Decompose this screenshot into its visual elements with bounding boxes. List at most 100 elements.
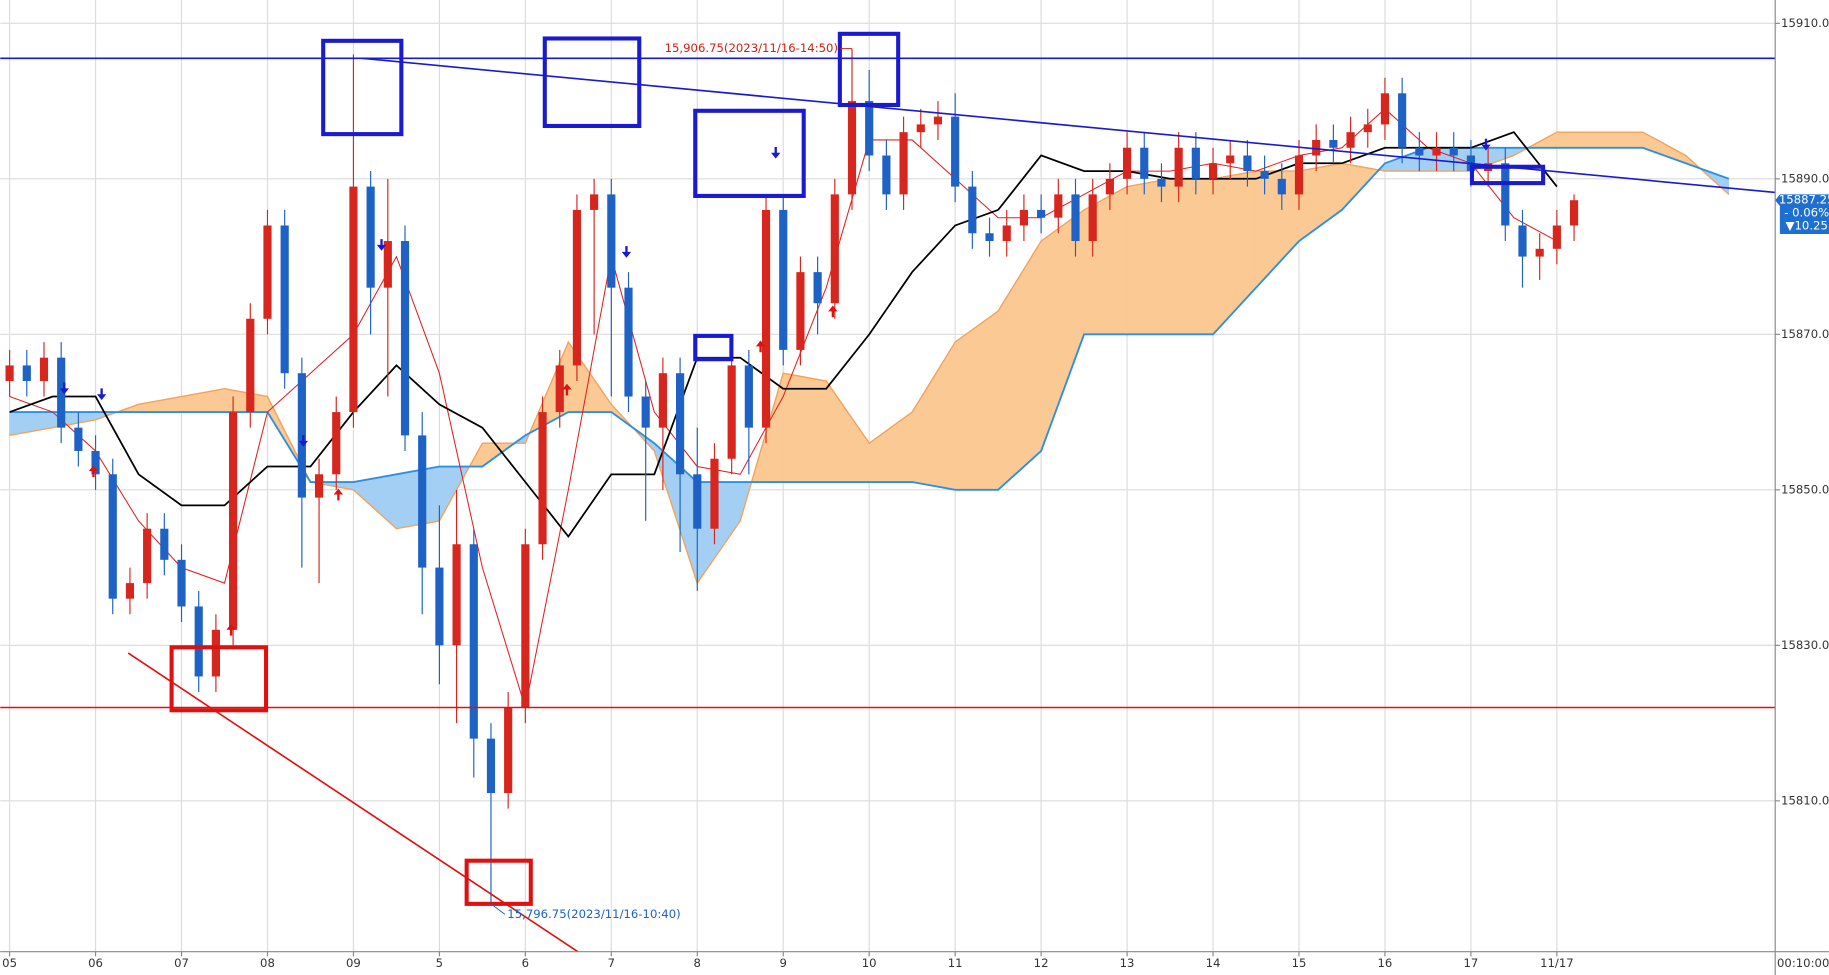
x-tick-label: 7 — [608, 956, 615, 970]
interval-label: 00:10:00 — [1777, 956, 1829, 970]
candle-body — [538, 412, 547, 545]
candle-body — [177, 559, 186, 607]
candle-body — [160, 528, 169, 560]
candle-body — [572, 209, 582, 366]
candle-body — [744, 365, 753, 428]
candle-body — [882, 155, 891, 195]
candle-body — [1569, 200, 1579, 226]
box — [837, 31, 901, 108]
x-tick-label: 15 — [1292, 956, 1307, 970]
candle-body — [985, 233, 994, 242]
candle-body — [1157, 178, 1166, 187]
candle-body — [1432, 147, 1441, 156]
candle-body — [349, 186, 358, 413]
sell-signal — [96, 388, 107, 401]
buy-signal — [226, 623, 236, 636]
candle-body — [22, 365, 31, 381]
candle-body — [74, 427, 83, 451]
price-tag-change: - 0.06% — [1784, 206, 1829, 220]
cloud-fill — [1599, 131, 1644, 149]
candle-body — [624, 287, 633, 397]
candle-body — [1329, 139, 1338, 148]
candle-body — [1277, 178, 1286, 195]
candle-body — [693, 474, 702, 529]
buy-signal — [755, 340, 766, 353]
candle-body — [5, 365, 14, 381]
box — [542, 36, 642, 128]
drawn-boxes — [169, 31, 1546, 906]
candle-body — [108, 474, 117, 599]
x-tick-label: 9 — [780, 956, 787, 970]
candle-body — [125, 583, 135, 599]
candle-body — [607, 194, 616, 288]
candle-body — [658, 373, 667, 428]
buy-signal — [88, 465, 99, 478]
candle-body — [297, 373, 306, 498]
buy-signal — [333, 488, 344, 501]
sell-signal — [1481, 138, 1491, 151]
candle-body — [418, 435, 427, 568]
candle-body — [796, 272, 805, 350]
candle-body — [1122, 147, 1132, 179]
x-tick-label: 06 — [88, 956, 103, 970]
buy-signal — [562, 383, 572, 396]
candle-body — [951, 116, 960, 187]
sell-signal — [59, 382, 69, 395]
candle-body — [813, 272, 822, 304]
candle-body — [521, 544, 530, 708]
candle-body — [1535, 248, 1544, 257]
y-tick-label: 15890.00 — [1781, 171, 1829, 185]
x-tick-label: 12 — [1034, 956, 1049, 970]
candle-body — [1449, 147, 1458, 156]
x-tick-label: 14 — [1206, 956, 1221, 970]
candle-body — [1415, 147, 1424, 156]
candle-body — [435, 567, 444, 646]
price-tag-value: 15887.25 — [1779, 193, 1829, 207]
box — [321, 38, 404, 137]
candle-body — [366, 186, 375, 288]
candle-body — [211, 629, 220, 677]
candle-body — [1380, 93, 1390, 125]
x-tick-label: 5 — [436, 956, 443, 970]
trend-line — [361, 57, 1776, 194]
candle-body — [555, 365, 564, 413]
candle-body — [1501, 163, 1510, 226]
box — [1469, 164, 1546, 186]
candle-body — [933, 116, 943, 125]
y-tick-label: 15850.00 — [1781, 482, 1829, 496]
candle-body — [1174, 147, 1183, 187]
candle-body — [1552, 225, 1561, 249]
x-tick-label: 05 — [2, 956, 17, 970]
cloud-fill — [1126, 178, 1171, 335]
candle-body — [641, 396, 650, 428]
candle-body — [916, 124, 925, 133]
annotation: 15,796.75(2023/11/16-10:40) — [507, 907, 680, 921]
candle-body — [1363, 124, 1372, 133]
y-tick-label: 15910.00 — [1781, 16, 1829, 30]
candle-body — [383, 241, 392, 288]
candle-body — [1243, 155, 1252, 172]
annotation: 15,906.75(2023/11/16-14:50) — [665, 41, 838, 55]
x-tick-label: 11/17 — [1540, 956, 1574, 970]
candle-body — [469, 544, 478, 739]
x-tick-label: 6 — [522, 956, 529, 970]
sell-signal — [298, 435, 309, 447]
candle-body — [676, 373, 685, 475]
x-tick-label: 17 — [1463, 956, 1478, 970]
candle-body — [590, 194, 599, 210]
candle-body — [1088, 194, 1097, 242]
candle-body — [1294, 155, 1304, 195]
candle-body — [865, 101, 874, 156]
candle-body — [280, 225, 289, 374]
candle-body — [761, 209, 771, 428]
overlay: 15810.00 15830.00 15850.00 15870.00 15890.00… — [2, 16, 1829, 970]
candle-body — [504, 707, 513, 794]
candle-body — [229, 412, 238, 630]
candle-body — [847, 101, 857, 195]
candle-body — [968, 186, 977, 234]
candle-body — [143, 528, 152, 584]
y-tick-label: 15810.00 — [1781, 793, 1829, 807]
box — [693, 333, 734, 362]
x-tick-label: 10 — [862, 956, 877, 970]
